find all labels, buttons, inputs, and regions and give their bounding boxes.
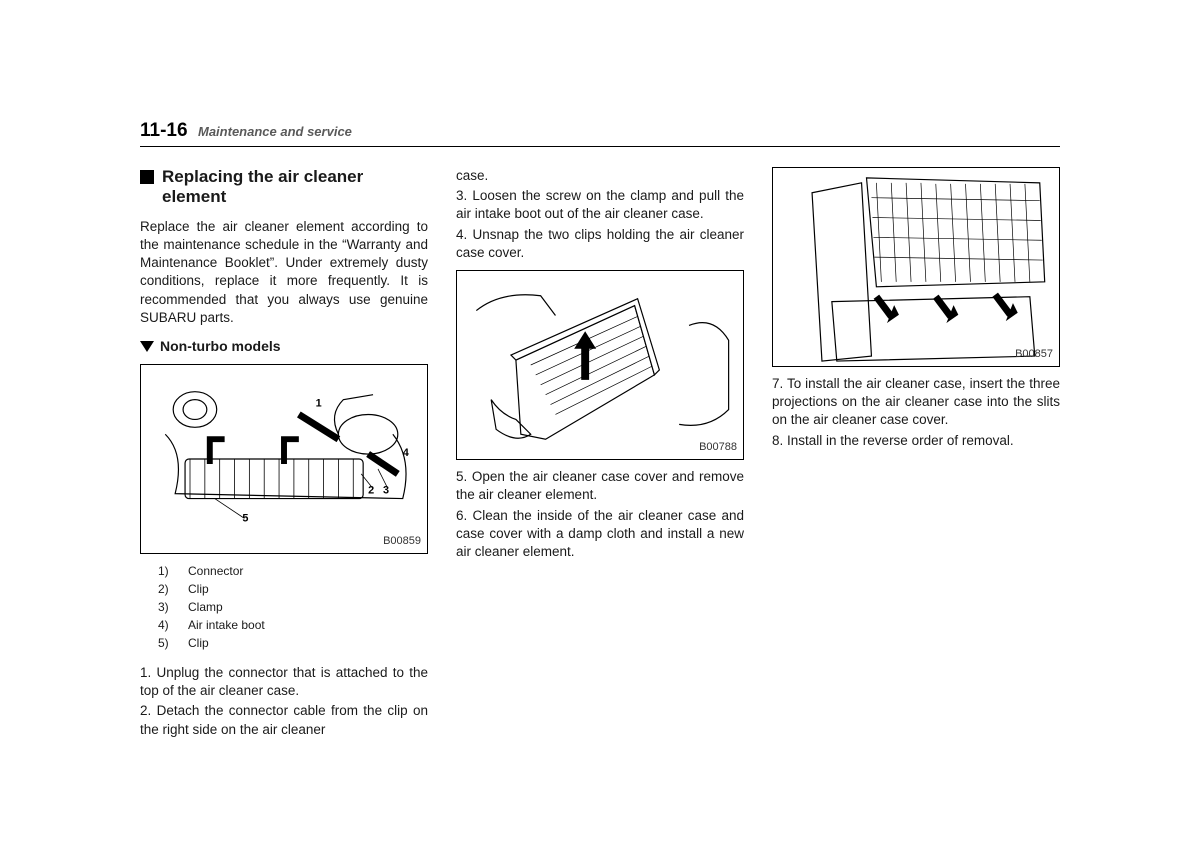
step-2-cont: case. bbox=[456, 167, 744, 185]
legend-label: Air intake boot bbox=[188, 616, 265, 634]
figure-code: B00859 bbox=[383, 534, 421, 549]
svg-text:3: 3 bbox=[383, 485, 389, 497]
figure-code: B00788 bbox=[699, 440, 737, 455]
legend-num: 2) bbox=[158, 580, 174, 598]
step-7: 7. To install the air cleaner case, inse… bbox=[772, 375, 1060, 430]
triangle-down-icon bbox=[140, 341, 154, 352]
legend-row: 3) Clamp bbox=[158, 598, 428, 616]
legend-label: Clip bbox=[188, 634, 209, 652]
figure-code: B00857 bbox=[1015, 347, 1053, 362]
legend-label: Connector bbox=[188, 562, 243, 580]
figure-engine-bay: 1 4 2 3 5 B00859 bbox=[140, 364, 428, 554]
column-1: Replacing the air cleaner element Replac… bbox=[140, 167, 428, 741]
svg-text:1: 1 bbox=[316, 398, 322, 410]
square-marker-icon bbox=[140, 170, 154, 184]
section-title: Replacing the air cleaner element bbox=[162, 167, 428, 208]
step-5: 5. Open the air cleaner case cover and r… bbox=[456, 468, 744, 504]
column-3: B00857 7. To install the air cleaner cas… bbox=[772, 167, 1060, 741]
column-2: case. 3. Loosen the screw on the clamp a… bbox=[456, 167, 744, 741]
page-header: 11-16 Maintenance and service bbox=[140, 120, 1060, 147]
legend-label: Clamp bbox=[188, 598, 223, 616]
legend-num: 3) bbox=[158, 598, 174, 616]
step-8: 8. Install in the reverse order of remov… bbox=[772, 432, 1060, 450]
step-2: 2. Detach the connector cable from the c… bbox=[140, 702, 428, 738]
legend-row: 4) Air intake boot bbox=[158, 616, 428, 634]
svg-text:4: 4 bbox=[403, 447, 409, 459]
legend-num: 4) bbox=[158, 616, 174, 634]
step-3: 3. Loosen the screw on the clamp and pul… bbox=[456, 187, 744, 223]
content-columns: Replacing the air cleaner element Replac… bbox=[140, 167, 1060, 741]
page-number: 11-16 bbox=[140, 120, 188, 141]
case-insert-sketch-icon bbox=[773, 168, 1059, 366]
chapter-title: Maintenance and service bbox=[198, 124, 352, 139]
section-heading: Replacing the air cleaner element bbox=[140, 167, 428, 208]
figure-air-filter-open: B00788 bbox=[456, 270, 744, 460]
figure-case-insert: B00857 bbox=[772, 167, 1060, 367]
filter-open-sketch-icon bbox=[457, 271, 743, 459]
legend-num: 1) bbox=[158, 562, 174, 580]
manual-page: 11-16 Maintenance and service Replacing … bbox=[140, 120, 1060, 741]
step-4: 4. Unsnap the two clips holding the air … bbox=[456, 226, 744, 262]
step-1: 1. Unplug the connector that is attached… bbox=[140, 664, 428, 700]
step-6: 6. Clean the inside of the air cleaner c… bbox=[456, 507, 744, 562]
legend-row: 1) Connector bbox=[158, 562, 428, 580]
engine-sketch-icon: 1 4 2 3 5 bbox=[141, 365, 427, 553]
intro-paragraph: Replace the air cleaner element accordin… bbox=[140, 218, 428, 327]
legend-num: 5) bbox=[158, 634, 174, 652]
sub-title: Non-turbo models bbox=[160, 337, 281, 356]
legend-label: Clip bbox=[188, 580, 209, 598]
svg-text:5: 5 bbox=[242, 512, 248, 524]
figure-legend: 1) Connector 2) Clip 3) Clamp 4) Air intake … bbox=[158, 562, 428, 652]
legend-row: 2) Clip bbox=[158, 580, 428, 598]
sub-heading: Non-turbo models bbox=[140, 337, 428, 356]
legend-row: 5) Clip bbox=[158, 634, 428, 652]
